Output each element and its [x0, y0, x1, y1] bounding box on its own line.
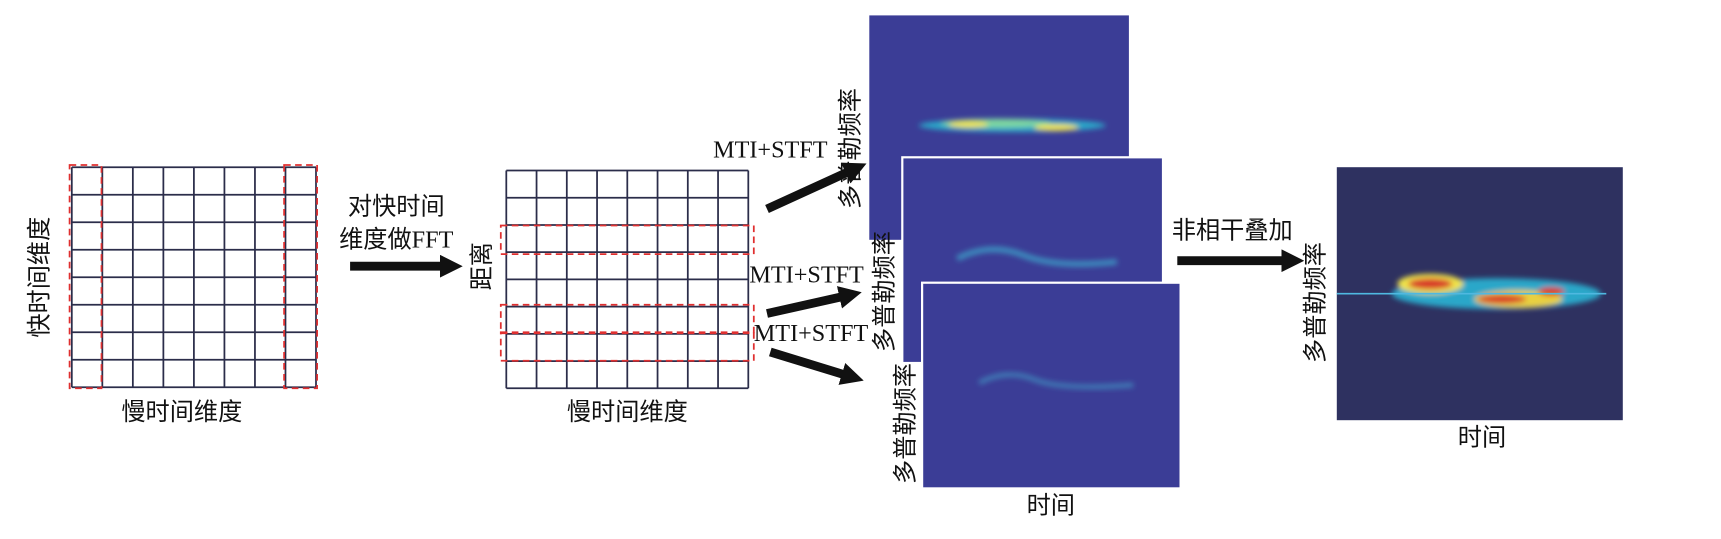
axis-label: 多普勒频率: [837, 88, 864, 209]
column-highlight: [283, 164, 318, 390]
row-highlight: [499, 224, 755, 255]
row-highlight: [499, 303, 755, 335]
step-label: MTI+STFT: [749, 262, 864, 289]
arrow: [766, 286, 862, 318]
axis-label: 距离: [469, 242, 496, 290]
step-label: 维度做FFT: [339, 227, 453, 254]
axis-label: 时间: [1458, 425, 1506, 452]
signal: [918, 118, 1106, 132]
signal: [978, 372, 1134, 390]
arrow: [765, 162, 867, 214]
step-label: MTI+STFT: [713, 136, 828, 163]
axis-label: 时间: [1027, 493, 1075, 520]
step-label: 非相干叠加: [1172, 218, 1293, 245]
axis-label: 多普勒频率: [871, 231, 898, 352]
step-label: 对快时间: [348, 194, 445, 221]
signal: [956, 246, 1118, 267]
step-label: MTI+STFT: [754, 320, 869, 347]
axis-label: 多普勒频率: [892, 363, 919, 484]
arrow: [769, 347, 864, 385]
column-highlight: [68, 164, 103, 390]
axis-label: 慢时间维度: [121, 399, 242, 426]
axis-label: 多普勒频率: [1303, 242, 1330, 363]
row-highlight: [499, 331, 755, 362]
axis-label: 快时间维度: [27, 217, 54, 338]
grids: [70, 166, 750, 390]
axis-label: 慢时间维度: [567, 399, 688, 426]
